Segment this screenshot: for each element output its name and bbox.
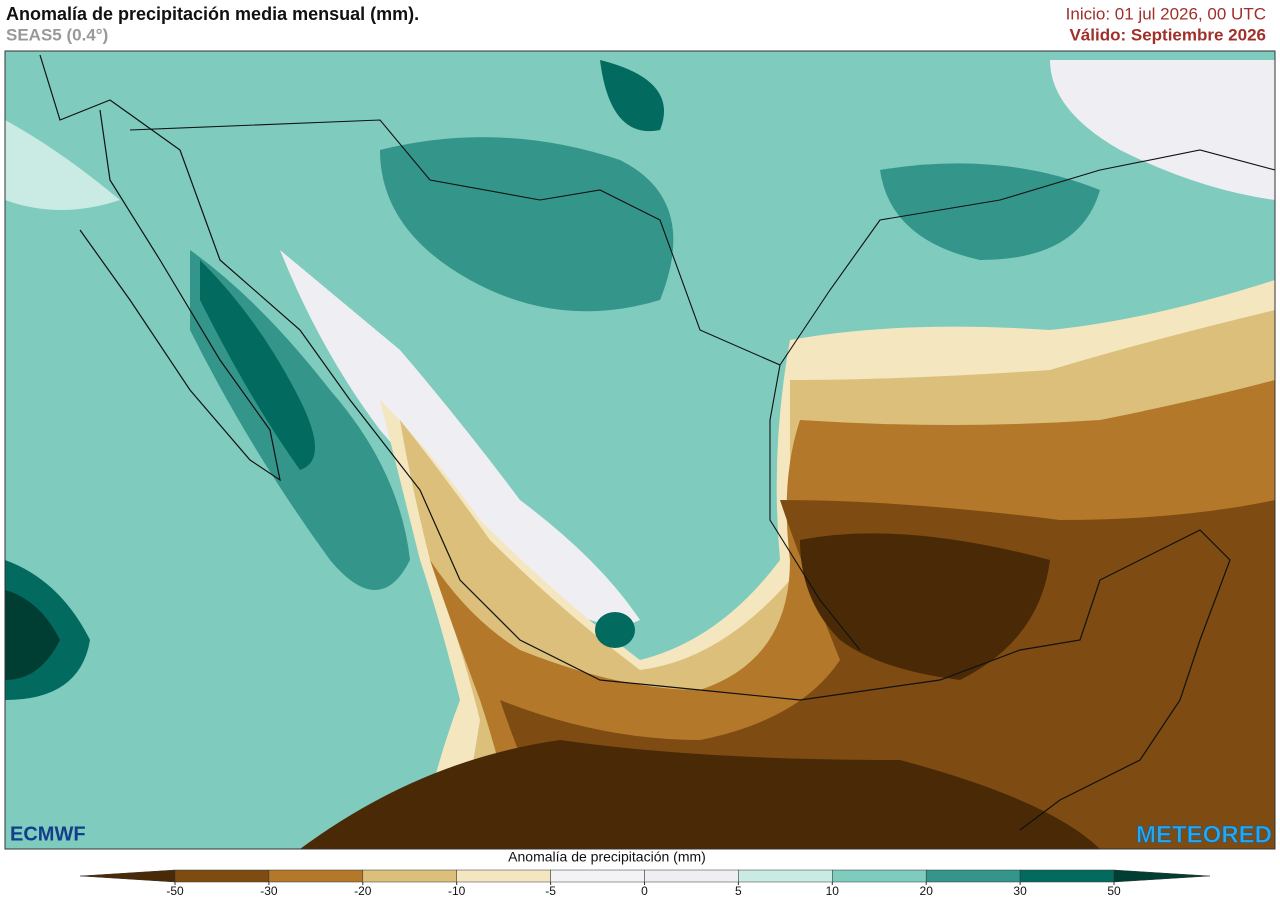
colorbar-extend-high	[1113, 869, 1211, 883]
colorbar-tick-label: 30	[1013, 884, 1027, 898]
colorbar-tick-label: 20	[920, 884, 934, 898]
colorbar: -50 -30 -20 -10 -5 0 5 10 20 30 50	[79, 869, 1211, 898]
colorbar-tick-label: -10	[448, 884, 466, 898]
colorbar-tick-label: -50	[166, 884, 184, 898]
colorbar-segment	[174, 869, 270, 883]
ecmwf-logo: ECMWF	[10, 823, 86, 845]
colorbar-title: Anomalía de precipitación (mm)	[508, 849, 706, 865]
colorbar-segment	[456, 869, 551, 883]
init-date: Inicio: 01 jul 2026, 00 UTC	[1066, 4, 1266, 23]
colorbar-tick-label: 50	[1107, 884, 1121, 898]
colorbar-extend-low	[79, 869, 176, 883]
subtitle: SEAS5 (0.4°)	[6, 25, 108, 44]
colorbar-segment	[1019, 869, 1115, 883]
colorbar-tick-label: -20	[354, 884, 372, 898]
colorbar-tick-label: 0	[641, 884, 648, 898]
colorbar-tick-label: -30	[260, 884, 278, 898]
colorbar-tick-label: 5	[735, 884, 742, 898]
colorbar-tick-label: 10	[826, 884, 840, 898]
meteored-logo: METEORED	[1136, 821, 1272, 848]
map	[4, 50, 1276, 850]
colorbar-segment	[832, 869, 927, 883]
title: Anomalía de precipitación media mensual …	[6, 4, 419, 24]
colorbar-segment	[738, 869, 833, 883]
colorbar-segment	[925, 869, 1021, 883]
colorbar-segment	[644, 869, 739, 883]
valid-date: Válido: Septiembre 2026	[1069, 25, 1266, 44]
colorbar-segment	[362, 869, 457, 883]
colorbar-segment	[550, 869, 645, 883]
colorbar-segment	[268, 869, 364, 883]
colorbar-tick-label: -5	[545, 884, 556, 898]
